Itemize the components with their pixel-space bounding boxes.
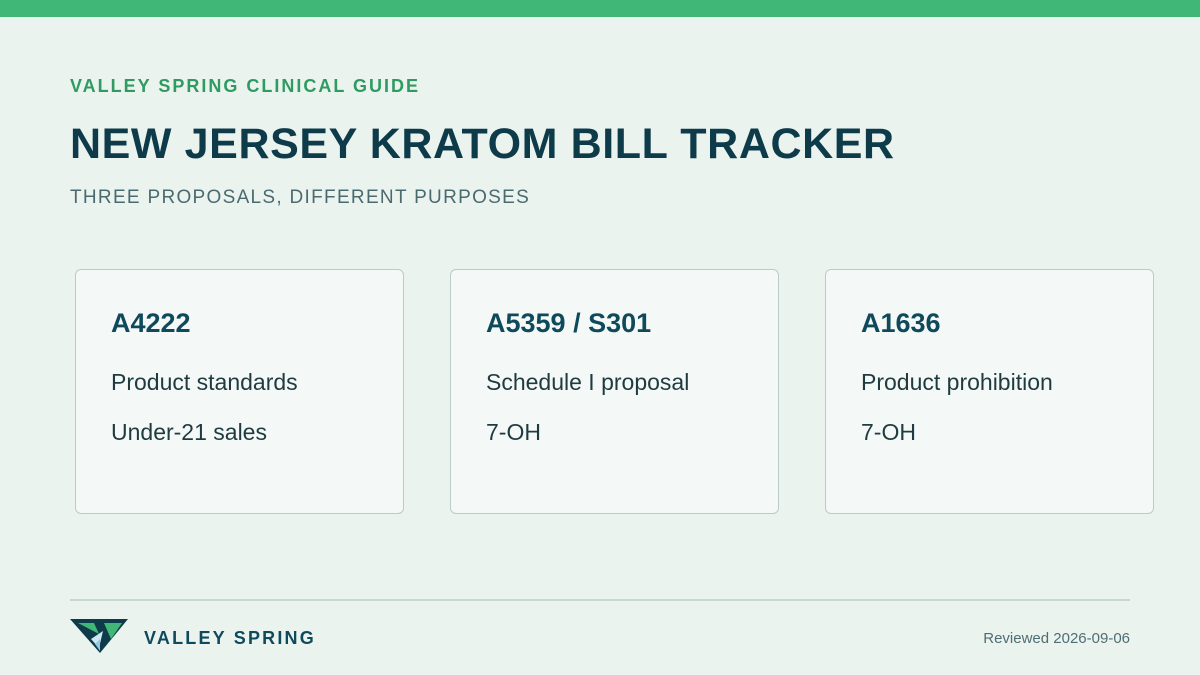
- brand-name: VALLEY SPRING: [144, 628, 316, 648]
- footer-divider: [70, 599, 1130, 601]
- bill-card-detail: Product standards: [111, 369, 298, 395]
- bill-card-title: A1636: [861, 308, 941, 338]
- page-title: NEW JERSEY KRATOM BILL TRACKER: [70, 120, 895, 168]
- eyebrow-label: VALLEY SPRING CLINICAL GUIDE: [70, 76, 421, 96]
- top-accent-bar: [0, 0, 1200, 17]
- bill-card-detail: Schedule I proposal: [486, 369, 690, 395]
- bill-card-a4222: A4222 Product standards Under-21 sales: [75, 269, 404, 514]
- bill-card-detail: Product prohibition: [861, 369, 1053, 395]
- bill-card-detail: 7-OH: [486, 419, 541, 445]
- reviewed-date: Reviewed 2026-09-06: [983, 630, 1130, 647]
- bill-card-title: A5359 / S301: [486, 308, 652, 338]
- bill-card-detail: 7-OH: [861, 419, 916, 445]
- bill-card-detail: Under-21 sales: [111, 419, 267, 445]
- valley-spring-logo-icon: [70, 619, 128, 653]
- page-subtitle: THREE PROPOSALS, DIFFERENT PURPOSES: [70, 187, 531, 208]
- bill-card-a5359-s301: A5359 / S301 Schedule I proposal 7-OH: [450, 269, 779, 514]
- bill-card-a1636: A1636 Product prohibition 7-OH: [825, 269, 1154, 514]
- bill-card-title: A4222: [111, 308, 191, 338]
